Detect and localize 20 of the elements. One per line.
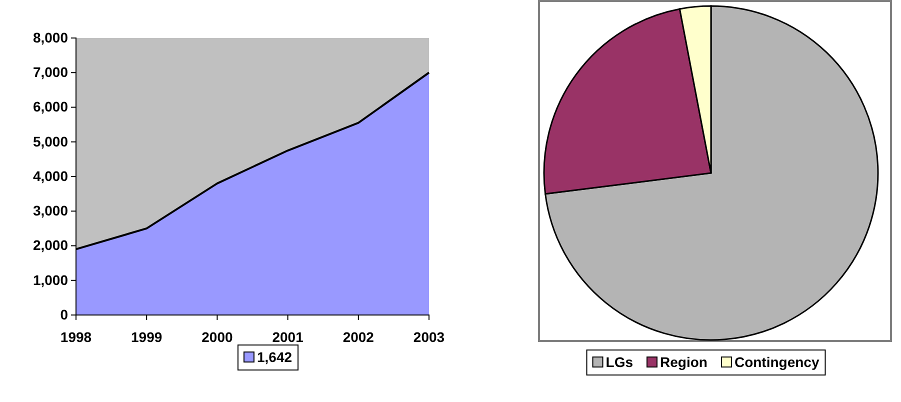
- y-tick-label: 7,000: [32, 64, 68, 80]
- y-tick-label: 0: [60, 306, 68, 322]
- legend-label: Region: [660, 354, 708, 370]
- y-tick-label: 1,000: [32, 272, 68, 288]
- x-tick-label: 1998: [60, 328, 92, 345]
- legend-label: Contingency: [734, 354, 820, 370]
- y-tick-label: 6,000: [32, 98, 68, 115]
- pie-slice: [544, 5, 879, 341]
- legend-label: LGs: [606, 354, 634, 370]
- y-tick-label: 5,000: [32, 133, 68, 150]
- y-tick-label: 4,000: [32, 168, 68, 184]
- x-tick-label: 1999: [131, 328, 162, 345]
- x-tick-label: 2000: [202, 328, 233, 345]
- x-tick-label: 2003: [413, 328, 445, 345]
- x-tick-label: 2001: [272, 328, 304, 345]
- legend-label: 1,642: [256, 349, 292, 365]
- y-tick-label: 2,000: [32, 237, 68, 254]
- y-tick-label: 8,000: [32, 29, 68, 46]
- y-tick-label: 3,000: [32, 202, 68, 219]
- x-tick-label: 2002: [342, 328, 374, 345]
